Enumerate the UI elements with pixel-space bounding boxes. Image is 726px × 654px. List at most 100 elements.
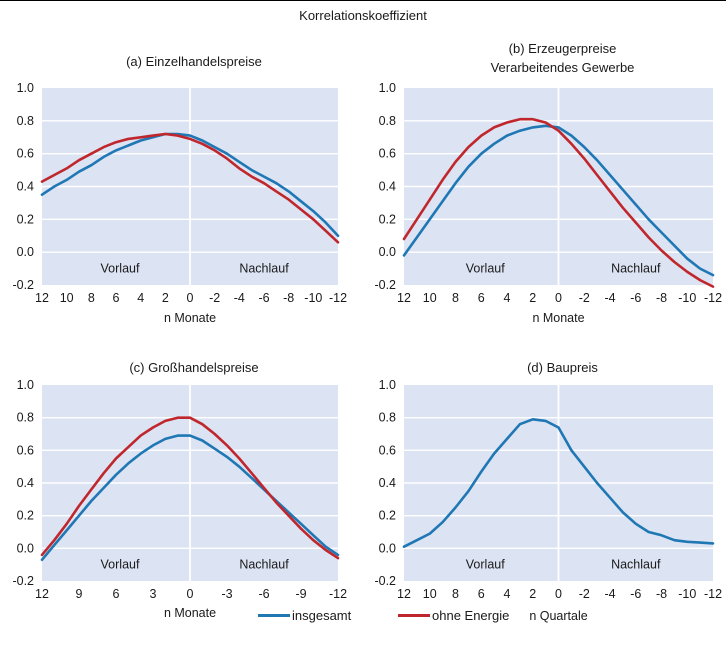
panel-title: (b) Erzeugerpreise	[509, 41, 617, 56]
y-tick-label: 0.0	[379, 245, 396, 259]
x-axis-label: n Monate	[532, 311, 584, 325]
x-tick-label: -8	[283, 291, 294, 305]
series-line-ohne-energie	[40, 416, 340, 560]
y-tick-label: 0.4	[17, 476, 34, 490]
legend: insgesamt ohne Energie	[0, 608, 726, 628]
x-tick-label: 4	[504, 291, 511, 305]
y-tick-label: 0.2	[379, 509, 396, 523]
x-axis-label: n Monate	[164, 311, 216, 325]
x-tick-label: -6	[258, 291, 269, 305]
series-line-ohne-energie	[40, 132, 340, 244]
chart-panel-1: -0.20.00.20.40.60.81.012 10 8 6 4 2 0 -2 -4 -6 -8-…	[374, 41, 722, 325]
panel-title: (d) Baupreis	[527, 360, 598, 375]
legend-label-insgesamt: insgesamt	[292, 608, 352, 623]
x-tick-label: 3	[150, 587, 157, 601]
y-tick-label: 0.4	[379, 180, 396, 194]
y-tick-label: 0.8	[17, 411, 34, 425]
x-tick-label: 4	[137, 291, 144, 305]
y-tick-label: -0.2	[374, 574, 396, 588]
panel-title: (c) Großhandelspreise	[129, 360, 258, 375]
chart-panel-0: -0.20.00.20.40.60.81.012 10 8 6 4 2 0 -2 -4 -6 -8-…	[12, 54, 347, 325]
legend-item-insgesamt: insgesamt	[258, 608, 351, 623]
panel-title: Verarbeitendes Gewerbe	[491, 60, 635, 75]
x-tick-label: 8	[452, 291, 459, 305]
x-tick-label: -3	[221, 587, 232, 601]
x-tick-label: -6	[258, 587, 269, 601]
y-tick-label: 0.4	[17, 180, 34, 194]
y-tick-label: 1.0	[379, 81, 396, 95]
top-border	[0, 0, 726, 1]
x-tick-label: 12	[397, 587, 411, 601]
x-tick-label: 0	[187, 587, 194, 601]
x-tick-label: -6	[630, 587, 641, 601]
y-tick-label: 0.8	[379, 114, 396, 128]
x-tick-label: -10	[678, 587, 696, 601]
region-label-nachlauf: Nachlauf	[239, 558, 289, 572]
x-tick-label: -2	[579, 587, 590, 601]
x-tick-label: 2	[162, 291, 169, 305]
region-label-nachlauf: Nachlauf	[611, 262, 661, 276]
x-tick-label: 2	[529, 291, 536, 305]
x-tick-label: -6	[630, 291, 641, 305]
y-tick-label: 0.8	[379, 411, 396, 425]
x-tick-label: 6	[478, 587, 485, 601]
y-tick-label: -0.2	[12, 278, 34, 292]
region-label-vorlauf: Vorlauf	[466, 558, 505, 572]
x-tick-label: 9	[76, 587, 83, 601]
y-tick-label: 0.6	[17, 443, 34, 457]
x-tick-label: 2	[529, 587, 536, 601]
series-line-ohne-energie	[402, 117, 715, 288]
region-label-vorlauf: Vorlauf	[101, 262, 140, 276]
y-tick-label: 0.0	[17, 245, 34, 259]
chart-panel-2: -0.2 0.0 0.2 0.4 0.6 0.8 1.0 12 9 6 3 0 -3 -6 -9 -12 n M…	[12, 360, 347, 620]
y-tick-label: -0.2	[374, 278, 396, 292]
y-tick-label: 0.6	[17, 147, 34, 161]
y-tick-label: 0.0	[17, 541, 34, 555]
region-label-nachlauf: Nachlauf	[239, 262, 289, 276]
y-tick-label: 0.2	[17, 509, 34, 523]
x-tick-label: -12	[329, 291, 347, 305]
x-tick-label: -2	[579, 291, 590, 305]
y-tick-label: 1.0	[17, 378, 34, 392]
region-label-vorlauf: Vorlauf	[466, 262, 505, 276]
x-tick-label: 8	[88, 291, 95, 305]
x-tick-label: -10	[304, 291, 322, 305]
region-label-vorlauf: Vorlauf	[101, 558, 140, 572]
legend-swatch-insgesamt	[258, 614, 290, 617]
x-tick-label: 12	[397, 291, 411, 305]
y-tick-label: 0.6	[379, 147, 396, 161]
y-tick-label: 0.6	[379, 443, 396, 457]
x-tick-label: -12	[704, 291, 722, 305]
x-tick-label: 8	[452, 587, 459, 601]
y-tick-label: 0.2	[17, 212, 34, 226]
x-axis-label: n Quartale	[529, 609, 587, 623]
x-tick-label: 6	[113, 587, 120, 601]
x-axis-label: n Monate	[164, 606, 216, 620]
panel-title: (a) Einzelhandelspreise	[126, 54, 262, 69]
region-label-nachlauf: Nachlauf	[611, 558, 661, 572]
x-tick-label: -4	[604, 291, 615, 305]
x-tick-label: 6	[113, 291, 120, 305]
x-tick-label: -8	[656, 587, 667, 601]
x-tick-label: 4	[504, 587, 511, 601]
x-tick-label: -8	[656, 291, 667, 305]
y-tick-label: 1.0	[17, 81, 34, 95]
x-tick-label: -10	[678, 291, 696, 305]
x-tick-label: -12	[329, 587, 347, 601]
x-tick-label: 0	[555, 587, 562, 601]
y-tick-label: 0.2	[379, 212, 396, 226]
series-line-insgesamt	[40, 434, 340, 562]
y-tick-label: 0.8	[17, 114, 34, 128]
chart-panel-3: -0.20.00.20.40.60.81.012 10 8 6 4 2 0 -2 -4 -6 -8-…	[374, 360, 722, 623]
x-tick-label: -9	[295, 587, 306, 601]
legend-item-ohne-energie: ohne Energie	[398, 608, 509, 623]
legend-swatch-ohne-energie	[398, 614, 430, 617]
y-tick-label: 0.4	[379, 476, 396, 490]
figure-title: Korrelationskoeffizient	[299, 8, 427, 23]
x-tick-label: -2	[209, 291, 220, 305]
x-tick-label: -12	[704, 587, 722, 601]
x-tick-label: -4	[604, 587, 615, 601]
x-tick-label: 10	[423, 291, 437, 305]
x-tick-label: 6	[478, 291, 485, 305]
